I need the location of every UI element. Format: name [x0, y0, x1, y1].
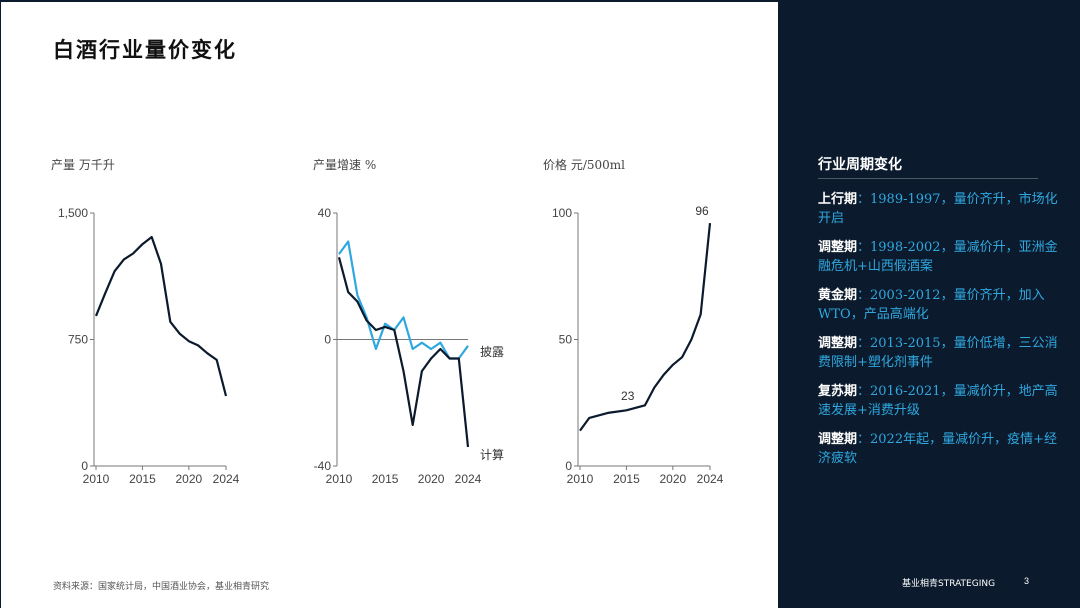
phase-desc: ：2013-2015，量价低增，三公消费限制+塑化剂事件	[818, 336, 1058, 370]
phase-desc: ：1998-2002，量减价升，亚洲金融危机+山西假酒案	[818, 240, 1058, 274]
chart1-title: 产量 万千升	[51, 158, 115, 172]
chart3-x-tick-label: 2024	[697, 472, 724, 486]
phase-desc: ：2003-2012，量价齐升，加入WTO，产品高端化	[818, 288, 1045, 322]
phase-name: 黄金期	[818, 288, 858, 303]
chart3-data-label: 23	[621, 389, 635, 403]
phase-list: 上行期：1989-1997，量价齐升，市场化开启 调整期：1998-2002，量…	[818, 190, 1058, 478]
phase-name: 上行期	[818, 192, 858, 207]
phase-desc: ：2022年起，量减价升，疫情+经济疲软	[818, 432, 1057, 466]
chart3-y-tick-label: 50	[559, 333, 573, 347]
chart3-x-tick-label: 2010	[567, 472, 594, 486]
phase-item: 调整期：1998-2002，量减价升，亚洲金融危机+山西假酒案	[818, 238, 1058, 276]
chart1-x-tick-label: 2024	[213, 472, 240, 486]
chart2-x-tick-label: 2015	[372, 472, 399, 486]
chart1-x-tick-label: 2020	[176, 472, 203, 486]
content-area: 白酒行业量价变化 产量 万千升 产量增速 % 价格 元/500ml 1,500 7…	[0, 0, 778, 608]
chart2-x-tick-label: 2024	[455, 472, 482, 486]
phase-name: 调整期	[818, 432, 858, 447]
chart1-x-tick-label: 2010	[83, 472, 110, 486]
phase-name: 复苏期	[818, 384, 858, 399]
chart1-y-tick-label: 0	[81, 459, 88, 473]
phase-item: 调整期：2013-2015，量价低增，三公消费限制+塑化剂事件	[818, 334, 1058, 372]
chart2-series-line	[338, 240, 469, 360]
phase-name: 调整期	[818, 240, 858, 255]
chart3-x-tick-label: 2015	[613, 472, 640, 486]
phase-desc: ：1989-1997，量价齐升，市场化开启	[818, 192, 1058, 226]
phase-item: 复苏期：2016-2021，量减价升，地产高速发展+消费升级	[818, 382, 1058, 420]
panel-divider	[818, 178, 1038, 179]
phase-item: 上行期：1989-1997，量价齐升，市场化开启	[818, 190, 1058, 228]
chart3-y-tick-label: 0	[565, 459, 572, 473]
chart3-x-tick-label: 2020	[660, 472, 687, 486]
cycle-panel: 行业周期变化 上行期：1989-1997，量价齐升，市场化开启 调整期：1998…	[778, 0, 1080, 608]
source-note: 资料来源：国家统计局，中国酒业协会，基业相青研究	[53, 582, 270, 592]
chart3-data-label: 96	[695, 204, 709, 218]
chart2-y-tick-label: -40	[314, 459, 332, 473]
brand-logo-text: 基业相青STRATEGING	[902, 579, 996, 589]
chart2-title: 产量增速 %	[313, 158, 377, 172]
phase-desc: ：2016-2021，量减价升，地产高速发展+消费升级	[818, 384, 1058, 418]
chart1-y-tick-label: 750	[68, 333, 88, 347]
chart1-x-tick-label: 2015	[129, 472, 156, 486]
chart1-y-tick-label: 1,500	[58, 206, 88, 220]
page-number: 3	[1024, 576, 1030, 586]
chart2-series-label: 计算	[480, 447, 504, 462]
chart2-x-tick-label: 2020	[418, 472, 445, 486]
chart2-x-tick-label: 2010	[326, 472, 353, 486]
chart2-series-line	[337, 257, 470, 448]
chart1-series-line	[94, 235, 228, 397]
panel-title: 行业周期变化	[818, 157, 902, 173]
phase-item: 黄金期：2003-2012，量价齐升，加入WTO，产品高端化	[818, 286, 1058, 324]
chart2-y-tick-label: 40	[318, 206, 332, 220]
phase-item: 调整期：2022年起，量减价升，疫情+经济疲软	[818, 430, 1058, 468]
chart3-y-tick-label: 100	[552, 206, 572, 220]
chart2-y-tick-label: 0	[324, 333, 331, 347]
phase-name: 调整期	[818, 336, 858, 351]
chart2-series-label: 披露	[480, 345, 504, 359]
chart3-title: 价格 元/500ml	[543, 158, 625, 172]
page-title: 白酒行业量价变化	[53, 37, 237, 62]
chart3-series-line	[579, 222, 712, 432]
